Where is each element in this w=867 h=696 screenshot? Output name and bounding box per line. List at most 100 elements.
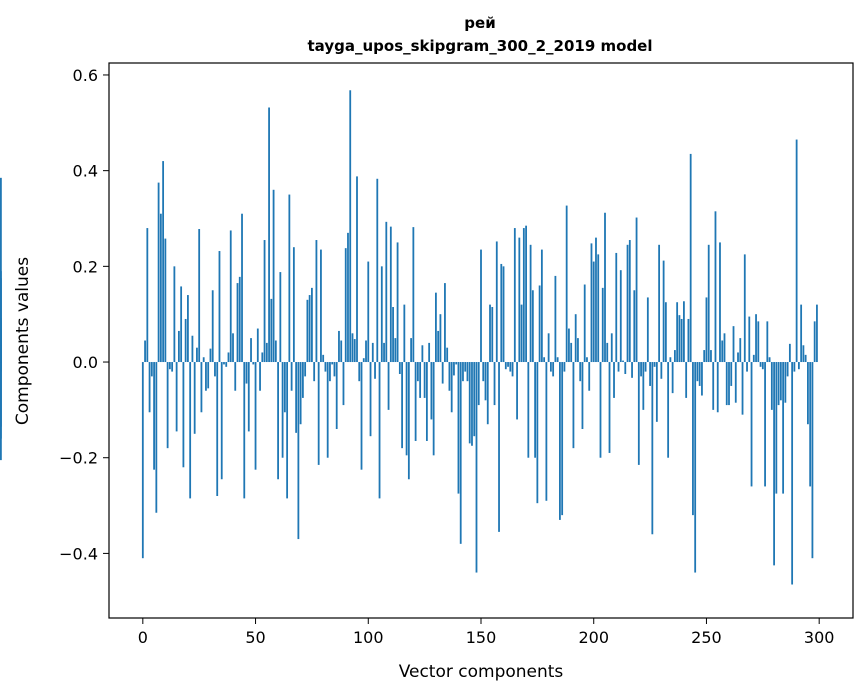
bar: [559, 362, 561, 520]
bar: [581, 362, 584, 430]
bar: [604, 212, 606, 363]
bar: [403, 304, 406, 363]
bar: [306, 299, 309, 363]
bar: [572, 362, 575, 449]
bar: [453, 362, 455, 376]
bar: [335, 362, 338, 430]
bar: [779, 362, 782, 401]
bar: [407, 362, 410, 480]
bar: [392, 307, 394, 363]
bar: [807, 362, 809, 425]
bar: [261, 352, 264, 363]
bar: [320, 249, 322, 363]
bar: [265, 342, 268, 363]
x-tick-label: 100: [353, 628, 384, 647]
bar: [277, 362, 279, 480]
bar: [333, 362, 336, 377]
bar: [689, 153, 692, 363]
bar: [299, 362, 302, 425]
bar: [525, 225, 527, 363]
bar: [473, 362, 476, 437]
x-tick-label: 300: [804, 628, 835, 647]
bar: [423, 362, 426, 398]
bar: [419, 362, 422, 398]
bar: [522, 228, 525, 363]
bar: [813, 321, 816, 363]
bar: [281, 362, 284, 458]
bar: [662, 260, 665, 363]
bar: [777, 362, 780, 406]
bar: [162, 161, 165, 363]
bar: [394, 338, 397, 363]
bar: [644, 362, 647, 372]
bar: [218, 251, 221, 363]
bar: [410, 338, 413, 363]
bar: [468, 362, 471, 444]
bar: [680, 318, 683, 363]
bar: [398, 362, 401, 374]
bar: [734, 362, 737, 403]
bar: [387, 362, 390, 410]
bar: [556, 357, 559, 363]
bar: [324, 362, 327, 372]
bar: [757, 321, 760, 363]
bar: [223, 362, 225, 365]
bar: [568, 328, 570, 363]
x-tick-label: 150: [466, 628, 497, 647]
bar: [635, 217, 638, 363]
bar: [624, 362, 627, 374]
bar: [538, 285, 541, 363]
bar: [157, 182, 160, 363]
bar: [579, 362, 582, 382]
bar: [716, 362, 719, 413]
bar: [590, 243, 593, 363]
bar: [274, 340, 277, 363]
bar: [554, 275, 557, 363]
bar: [412, 227, 415, 363]
bar: [705, 297, 708, 363]
bar: [543, 357, 546, 363]
bar: [486, 362, 489, 425]
x-tick-label: 50: [245, 628, 265, 647]
bar: [191, 335, 194, 363]
bar: [471, 362, 473, 446]
bar: [698, 362, 701, 386]
bar: [376, 178, 379, 363]
bar: [725, 362, 728, 406]
bar: [448, 362, 451, 391]
bar: [268, 107, 270, 363]
bar: [547, 333, 550, 363]
bar: [342, 362, 345, 406]
bar: [189, 362, 192, 499]
y-tick-label: 0.4: [73, 162, 98, 181]
bar: [171, 362, 174, 372]
bar: [378, 362, 381, 499]
bar: [495, 241, 498, 363]
bar: [599, 362, 602, 458]
bar: [187, 295, 189, 363]
bar: [362, 358, 365, 363]
bar: [279, 272, 282, 363]
bar: [622, 360, 624, 363]
bar: [649, 362, 651, 386]
y-tick-label: 0.2: [73, 257, 98, 276]
bar: [637, 362, 640, 465]
bar: [232, 333, 234, 363]
bar: [737, 352, 739, 363]
bar: [766, 321, 769, 363]
bar: [148, 362, 151, 413]
bar: [435, 292, 437, 363]
bar: [583, 284, 586, 363]
bar: [786, 362, 789, 377]
bar: [597, 254, 600, 363]
bar: [439, 314, 442, 363]
bar: [502, 266, 505, 363]
bar: [723, 333, 726, 363]
bar: [227, 352, 230, 363]
bar: [518, 237, 521, 363]
bar: [493, 362, 496, 406]
bar: [707, 244, 710, 363]
bar: [491, 307, 494, 363]
